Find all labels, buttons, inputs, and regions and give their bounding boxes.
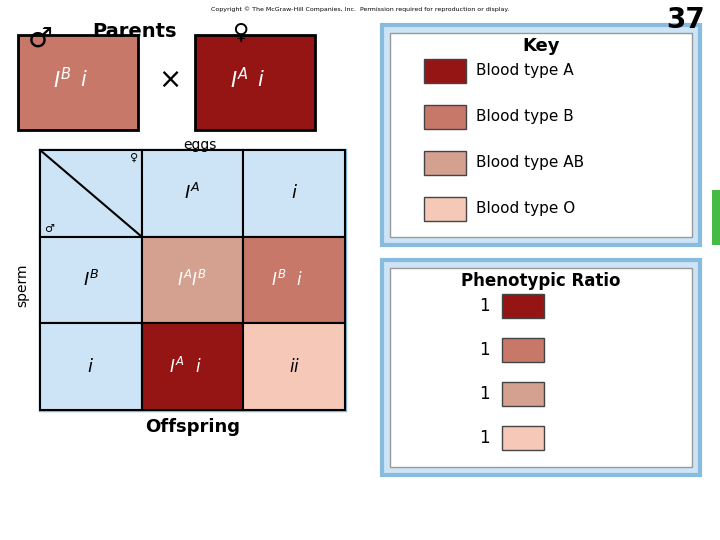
Text: Parents: Parents bbox=[93, 22, 177, 41]
Text: $\mathit{ii}$: $\mathit{ii}$ bbox=[289, 357, 300, 376]
Text: ♀: ♀ bbox=[232, 22, 248, 42]
Text: $\mathit{I^AI^B}$: $\mathit{I^AI^B}$ bbox=[178, 270, 207, 290]
Text: $\mathit{i}$: $\mathit{i}$ bbox=[80, 70, 88, 90]
Text: ♀: ♀ bbox=[130, 153, 138, 163]
Text: ♂: ♂ bbox=[44, 224, 54, 234]
Text: $\mathit{i}$: $\mathit{i}$ bbox=[291, 184, 297, 202]
Text: $\mathit{i}$: $\mathit{i}$ bbox=[87, 357, 94, 376]
Bar bbox=[502, 294, 544, 318]
Bar bbox=[195, 35, 315, 130]
Bar bbox=[424, 151, 466, 175]
Bar bbox=[243, 150, 345, 237]
Bar bbox=[382, 25, 700, 245]
Bar bbox=[243, 237, 345, 323]
Text: $\mathit{I^A}$: $\mathit{I^A}$ bbox=[230, 68, 249, 92]
Text: Copyright © The McGraw-Hill Companies, Inc.  Permission required for reproductio: Copyright © The McGraw-Hill Companies, I… bbox=[211, 6, 509, 12]
Text: Offspring: Offspring bbox=[145, 418, 240, 436]
Bar bbox=[390, 268, 692, 467]
Text: sperm: sperm bbox=[15, 263, 29, 307]
Bar bbox=[243, 323, 345, 410]
Bar bbox=[40, 237, 142, 323]
Text: ×: × bbox=[158, 66, 181, 94]
Text: 37: 37 bbox=[666, 6, 705, 34]
Text: 1: 1 bbox=[480, 341, 490, 359]
Text: Blood type O: Blood type O bbox=[476, 201, 575, 217]
Bar bbox=[390, 33, 692, 237]
Text: Key: Key bbox=[522, 37, 559, 55]
Text: $\mathit{i}$: $\mathit{i}$ bbox=[194, 357, 201, 376]
Bar bbox=[424, 105, 466, 129]
Text: $\mathit{I^A}$: $\mathit{I^A}$ bbox=[184, 183, 201, 204]
Bar bbox=[424, 197, 466, 221]
Bar bbox=[142, 150, 243, 237]
Text: ♂: ♂ bbox=[27, 25, 53, 53]
Bar bbox=[142, 237, 243, 323]
Text: 1: 1 bbox=[480, 429, 490, 447]
Bar bbox=[424, 59, 466, 83]
Text: Blood type A: Blood type A bbox=[476, 64, 574, 78]
Bar bbox=[502, 426, 544, 450]
Text: $\mathit{I^A}$: $\mathit{I^A}$ bbox=[169, 356, 184, 377]
Text: 1: 1 bbox=[480, 385, 490, 403]
Text: $\mathit{I^B}$: $\mathit{I^B}$ bbox=[83, 270, 99, 290]
Bar bbox=[712, 190, 720, 245]
Text: Blood type B: Blood type B bbox=[476, 110, 574, 125]
Text: eggs: eggs bbox=[184, 138, 217, 152]
Bar bbox=[18, 35, 138, 130]
Bar bbox=[142, 323, 243, 410]
Bar bbox=[40, 150, 142, 237]
Text: $\mathit{i}$: $\mathit{i}$ bbox=[296, 271, 302, 289]
Text: Phenotypic Ratio: Phenotypic Ratio bbox=[462, 272, 621, 290]
Text: $\mathit{I^B}$: $\mathit{I^B}$ bbox=[53, 68, 72, 92]
Bar bbox=[40, 150, 345, 410]
Text: $\mathit{i}$: $\mathit{i}$ bbox=[257, 70, 265, 90]
Text: $\mathit{I^B}$: $\mathit{I^B}$ bbox=[271, 270, 286, 290]
Bar bbox=[40, 323, 142, 410]
Bar bbox=[382, 260, 700, 475]
Bar bbox=[502, 382, 544, 406]
Text: Blood type AB: Blood type AB bbox=[476, 156, 584, 171]
Bar bbox=[502, 338, 544, 362]
Text: 1: 1 bbox=[480, 297, 490, 315]
